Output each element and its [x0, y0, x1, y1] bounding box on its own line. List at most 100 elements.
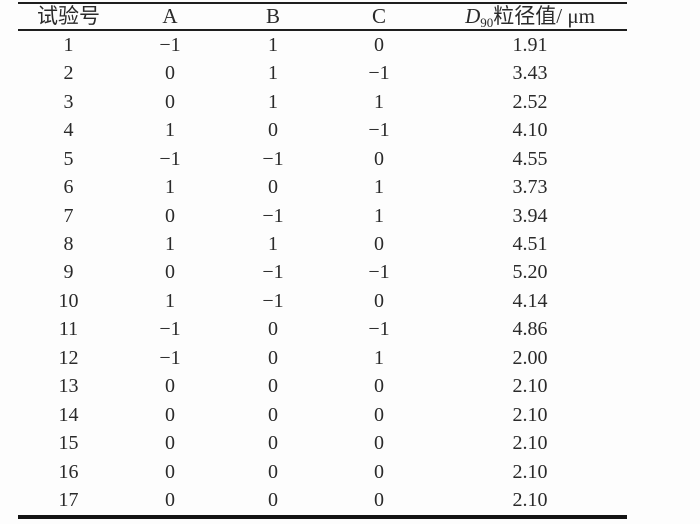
table-cell: 0: [325, 486, 433, 519]
table-cell: 1: [268, 233, 278, 256]
table-row: 6 1 0 1 3.73: [18, 173, 627, 201]
table-cell: −1: [262, 289, 284, 312]
table-cell: 15: [58, 432, 79, 455]
table-cell: 2.10: [512, 432, 548, 455]
table-cell: 0: [268, 432, 278, 455]
table-cell: −1: [368, 62, 390, 85]
table-cell: 16: [58, 460, 79, 483]
header-col-d90-value: D90粒径值/ μm: [433, 2, 627, 31]
header-col-factor-a: A: [119, 2, 221, 31]
table-cell: 17: [18, 486, 119, 519]
table-row: 17 0 0 0 2.10: [18, 486, 627, 519]
table-cell: −1: [368, 119, 390, 142]
table-cell: 7: [63, 204, 74, 227]
table-row: 2 0 1 −1 3.43: [18, 59, 627, 87]
d90-label-text: 粒径值/ μm: [493, 4, 595, 28]
table-row: 8 1 1 0 4.51: [18, 230, 627, 258]
table-cell: 1: [374, 346, 384, 369]
table-cell: 1: [63, 33, 74, 56]
table-cell: 14: [58, 403, 79, 426]
table-cell: 4.10: [512, 119, 548, 142]
table-cell: 4.55: [512, 147, 548, 170]
table-cell: 0: [374, 289, 384, 312]
table-cell: 9: [63, 261, 74, 284]
header-row: 试验号 A B C D90粒径值/ μm: [18, 2, 627, 31]
table-cell: 1: [165, 289, 175, 312]
table-row: 7 0 −1 1 3.94: [18, 202, 627, 230]
table-row: 4 1 0 −1 4.10: [18, 116, 627, 144]
table-cell: 1: [268, 33, 278, 56]
orthogonal-design-table: 试验号 A B C D90粒径值/ μm 1 −1 1 0 1.91 2 0 1 −1 3.43 3…: [18, 2, 627, 519]
table-cell: 3.73: [512, 176, 548, 199]
table-cell: 8: [63, 233, 74, 256]
table-cell: −1: [159, 33, 181, 56]
table-cell: −1: [159, 346, 181, 369]
table-row: 10 1 −1 0 4.14: [18, 287, 627, 315]
table-cell: 0: [165, 375, 175, 398]
table-cell: 3.43: [512, 62, 548, 85]
table-cell: −1: [368, 318, 390, 341]
table-cell: 1: [268, 62, 278, 85]
table-cell: 0: [165, 460, 175, 483]
table-cell: 4.14: [512, 289, 548, 312]
table-cell: 1: [374, 90, 384, 113]
table-cell: 0: [165, 62, 175, 85]
table-row: 11 −1 0 −1 4.86: [18, 316, 627, 344]
table-cell: 0: [165, 261, 175, 284]
table-cell: 0: [374, 403, 384, 426]
table-cell: −1: [159, 318, 181, 341]
table-row: 3 0 1 1 2.52: [18, 88, 627, 116]
table-cell: 0: [119, 486, 221, 519]
table-cell: 0: [374, 147, 384, 170]
table-cell: −1: [159, 147, 181, 170]
table-cell: 11: [58, 318, 79, 341]
table-body: 1 −1 1 0 1.91 2 0 1 −1 3.43 3 0 1 1 2.52 4 1 0 −1 4.10 5 −1 −1…: [18, 30, 627, 519]
table-cell: 0: [374, 33, 384, 56]
table-row: 16 0 0 0 2.10: [18, 458, 627, 486]
table-row: 9 0 −1 −1 5.20: [18, 259, 627, 287]
table-cell: 10: [58, 289, 79, 312]
table-cell: 4.51: [512, 233, 548, 256]
table-cell: −1: [262, 147, 284, 170]
table-cell: 0: [374, 460, 384, 483]
table-cell: 0: [221, 486, 325, 519]
table-cell: 5.20: [512, 261, 548, 284]
table-cell: 2.00: [512, 346, 548, 369]
table-cell: 0: [165, 204, 175, 227]
table-cell: 2.52: [512, 90, 548, 113]
table-cell: −1: [262, 204, 284, 227]
table-cell: 2.10: [433, 486, 627, 519]
table-row: 13 0 0 0 2.10: [18, 373, 627, 401]
table-cell: 0: [165, 403, 175, 426]
table-row: 15 0 0 0 2.10: [18, 430, 627, 458]
table-cell: 0: [268, 346, 278, 369]
table-cell: 0: [268, 403, 278, 426]
table-cell: 0: [374, 375, 384, 398]
table-cell: 13: [58, 375, 79, 398]
d90-symbol: D: [465, 4, 481, 28]
header-col-run-number: 试验号: [18, 2, 119, 31]
table-cell: −1: [262, 261, 284, 284]
table-cell: 0: [165, 90, 175, 113]
table-cell: 0: [268, 176, 278, 199]
table-cell: 0: [165, 432, 175, 455]
table-cell: 2: [63, 62, 74, 85]
table-cell: 2.10: [512, 375, 548, 398]
table-cell: 12: [58, 346, 79, 369]
header-col-factor-b: B: [221, 2, 325, 31]
table-cell: 0: [374, 432, 384, 455]
table-cell: 0: [268, 318, 278, 341]
table-cell: 1: [374, 204, 384, 227]
table-cell: 0: [374, 233, 384, 256]
table-cell: 0: [268, 375, 278, 398]
table-cell: 0: [268, 460, 278, 483]
table-cell: 4.86: [512, 318, 548, 341]
table-cell: 0: [268, 119, 278, 142]
table-cell: 3: [63, 90, 74, 113]
table-cell: 2.10: [512, 403, 548, 426]
table-cell: 1: [268, 90, 278, 113]
table-cell: 2.10: [512, 460, 548, 483]
table-row: 12 −1 0 1 2.00: [18, 344, 627, 372]
table-cell: 1: [165, 119, 175, 142]
table-cell: 1: [165, 176, 175, 199]
